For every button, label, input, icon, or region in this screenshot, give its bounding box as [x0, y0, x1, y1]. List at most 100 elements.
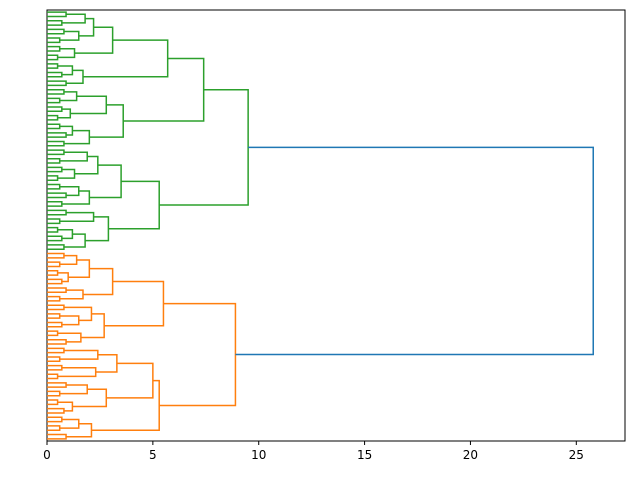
link — [63, 129, 91, 145]
link — [47, 218, 61, 225]
link — [47, 45, 61, 52]
link — [82, 267, 114, 296]
link — [59, 151, 88, 162]
link — [85, 216, 110, 242]
link — [59, 30, 80, 41]
link — [68, 259, 91, 278]
link — [70, 95, 108, 115]
link — [47, 97, 61, 104]
link — [47, 20, 63, 26]
link — [47, 407, 65, 414]
link — [47, 399, 59, 406]
link — [57, 401, 74, 412]
link — [47, 226, 59, 233]
link — [47, 270, 59, 276]
link — [47, 364, 63, 371]
link — [47, 157, 61, 164]
x-tick-label: 25 — [569, 448, 584, 462]
link — [47, 425, 61, 431]
link — [47, 235, 63, 242]
link — [47, 37, 61, 44]
link — [47, 201, 63, 207]
link — [82, 39, 169, 78]
link — [66, 423, 93, 438]
link — [47, 209, 67, 216]
link — [47, 287, 67, 294]
link — [61, 190, 91, 205]
x-tick-label: 20 — [463, 448, 478, 462]
x-tick-label: 15 — [357, 448, 372, 462]
link — [47, 321, 63, 328]
link — [66, 69, 84, 85]
link — [57, 108, 72, 119]
link — [59, 418, 80, 429]
link — [59, 185, 80, 197]
link — [57, 65, 74, 76]
link — [59, 315, 80, 326]
link — [59, 254, 78, 266]
link — [57, 48, 76, 59]
link — [47, 123, 61, 130]
link — [47, 88, 65, 95]
link — [57, 229, 74, 240]
link — [47, 382, 67, 388]
link — [47, 252, 65, 259]
link — [47, 373, 59, 380]
link — [108, 180, 160, 230]
link — [72, 388, 108, 408]
link — [47, 278, 63, 285]
link — [89, 164, 122, 199]
link — [95, 354, 118, 373]
link — [91, 379, 160, 431]
link — [47, 54, 59, 61]
link — [47, 11, 67, 18]
link — [47, 330, 59, 337]
link — [59, 289, 84, 300]
link — [47, 304, 65, 311]
x-tick-label: 0 — [43, 448, 51, 462]
link — [47, 347, 65, 354]
link — [47, 132, 67, 138]
link — [57, 366, 97, 378]
link — [123, 57, 205, 122]
link — [59, 349, 99, 360]
link — [47, 416, 63, 423]
link — [47, 28, 65, 35]
link — [59, 384, 88, 395]
link — [57, 332, 82, 343]
plot-frame — [46, 9, 626, 442]
x-tick-label: 5 — [149, 448, 157, 462]
link — [47, 80, 67, 87]
link — [59, 211, 95, 222]
link — [47, 140, 65, 147]
link — [47, 63, 59, 69]
link — [47, 261, 61, 268]
link — [47, 390, 61, 397]
link — [47, 192, 67, 199]
link — [57, 168, 76, 179]
link — [47, 244, 65, 250]
link — [47, 175, 59, 181]
link — [47, 114, 59, 121]
link — [47, 166, 63, 173]
link — [47, 183, 61, 190]
link — [159, 302, 237, 407]
x-tick-label: 10 — [251, 448, 266, 462]
link — [47, 338, 67, 345]
link — [57, 272, 69, 283]
link — [235, 146, 594, 356]
link — [78, 17, 95, 37]
link — [47, 433, 67, 440]
link — [74, 155, 99, 175]
link — [47, 149, 65, 156]
link — [63, 306, 93, 322]
link — [47, 313, 61, 319]
link — [106, 362, 154, 399]
link — [59, 91, 78, 102]
link — [47, 356, 61, 363]
link — [47, 295, 61, 302]
link — [80, 313, 105, 339]
link — [47, 71, 63, 78]
